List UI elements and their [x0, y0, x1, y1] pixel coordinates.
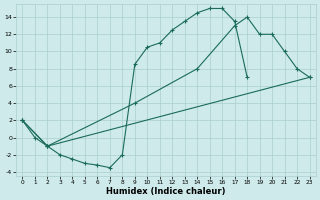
X-axis label: Humidex (Indice chaleur): Humidex (Indice chaleur) — [106, 187, 226, 196]
